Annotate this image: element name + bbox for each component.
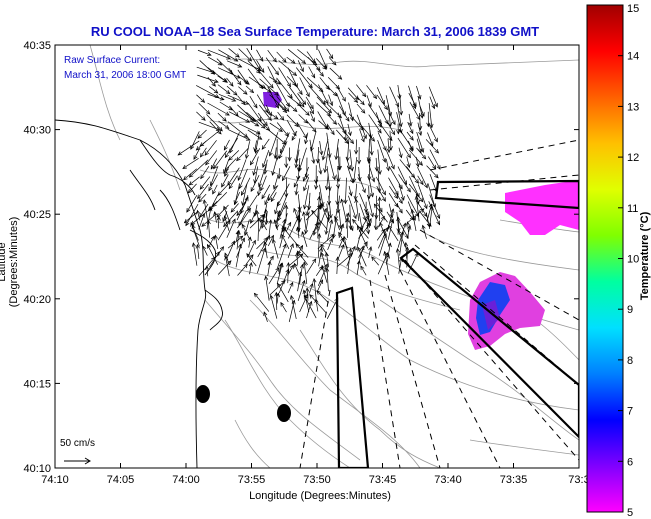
transect-boxes <box>335 179 579 468</box>
x-tick-label: 73:45 <box>369 474 397 486</box>
colorbar <box>586 4 624 513</box>
x-tick-label: 73:55 <box>238 474 266 486</box>
colorbar-ticks: 15 14 13 12 11 10 9 8 7 6 5 <box>618 3 639 519</box>
colorbar-tick-label: 12 <box>627 152 639 164</box>
y-tick-label: 40:25 <box>23 209 51 221</box>
colorbar-tick-label: 11 <box>627 203 638 215</box>
colorbar-tick-label: 13 <box>627 101 639 113</box>
current-vectors <box>177 48 441 323</box>
x-tick-label: 73:3 <box>568 474 589 486</box>
y-tick-label: 40:35 <box>23 40 51 52</box>
station-marker <box>196 385 210 403</box>
sst-patch-north <box>263 92 282 108</box>
coastline <box>55 119 223 468</box>
colorbar-tick-label: 5 <box>627 507 633 519</box>
x-tick-label: 74:05 <box>107 474 135 486</box>
colorbar-tick-label: 14 <box>627 51 639 63</box>
x-tick-label: 73:50 <box>303 474 331 486</box>
map-title: RU COOL NOAA–18 Sea Surface Temperature:… <box>90 24 540 39</box>
colorbar-tick-label: 10 <box>627 254 639 266</box>
legend-line-1: Raw Surface Current: <box>64 55 161 66</box>
y-tick-label: 40:10 <box>23 463 51 475</box>
x-axis-label: Longitude (Degrees:Minutes) <box>249 490 391 502</box>
scale-label: 50 cm/s <box>60 438 96 449</box>
station-marker <box>277 404 291 422</box>
colorbar-tick-label: 8 <box>627 355 633 367</box>
sst-patch-east <box>505 180 579 235</box>
x-tick-label: 74:00 <box>172 474 200 486</box>
x-tick-label: 73:35 <box>500 474 528 486</box>
colorbar-tick-label: 7 <box>627 406 633 418</box>
colorbar-tick-label: 9 <box>627 304 633 316</box>
colorbar-tick-label: 6 <box>627 456 633 468</box>
axis-ticks <box>54 44 580 469</box>
x-tick-label: 73:40 <box>434 474 462 486</box>
y-tick-label: 40:30 <box>23 125 51 137</box>
y-tick-label: 40:20 <box>23 294 51 306</box>
x-tick-label: 74:10 <box>41 474 69 486</box>
axis-tick-labels: 74:10 74:05 74:00 73:55 73:50 73:45 73:40 73:35… <box>23 40 589 486</box>
sst-patch-middle-core-2 <box>482 300 500 330</box>
plot-area <box>55 45 579 468</box>
colorbar-tick-label: 15 <box>627 3 639 15</box>
sst-patches <box>263 92 579 350</box>
legend-line-2: March 31, 2006 18:00 GMT <box>64 70 187 81</box>
y-tick-label: 40:15 <box>23 378 51 390</box>
scale-arrow <box>64 457 91 465</box>
